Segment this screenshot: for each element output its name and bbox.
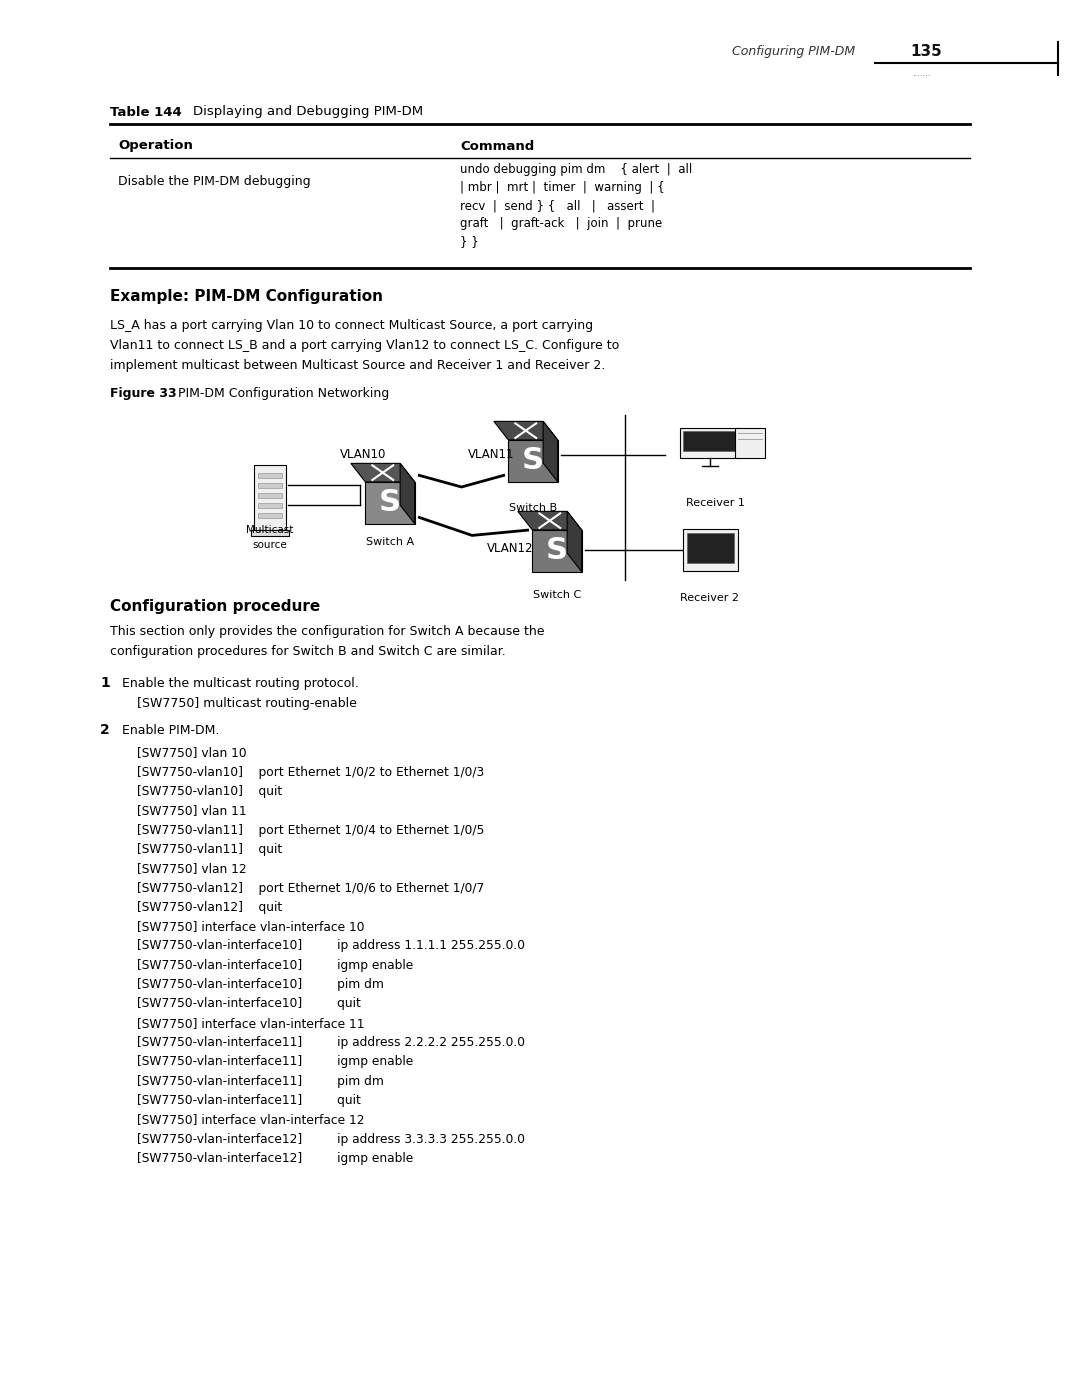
Text: [SW7750-vlan-interface10]         igmp enable: [SW7750-vlan-interface10] igmp enable	[137, 958, 414, 972]
Text: [SW7750] multicast routing-enable: [SW7750] multicast routing-enable	[137, 697, 356, 711]
Text: } }: } }	[460, 236, 478, 249]
Text: [SW7750-vlan11]    port Ethernet 1/0/4 to Ethernet 1/0/5: [SW7750-vlan11] port Ethernet 1/0/4 to E…	[137, 824, 484, 837]
Text: 1: 1	[100, 676, 110, 690]
Text: Configuring PIM-DM: Configuring PIM-DM	[732, 46, 855, 59]
Text: Displaying and Debugging PIM-DM: Displaying and Debugging PIM-DM	[193, 106, 423, 119]
Text: S: S	[545, 536, 568, 566]
Text: [SW7750-vlan-interface11]         pim dm: [SW7750-vlan-interface11] pim dm	[137, 1074, 383, 1088]
Text: configuration procedures for Switch B and Switch C are similar.: configuration procedures for Switch B an…	[110, 645, 505, 658]
FancyBboxPatch shape	[365, 482, 415, 524]
FancyBboxPatch shape	[735, 427, 766, 458]
Text: Receiver 1: Receiver 1	[686, 497, 744, 509]
FancyBboxPatch shape	[258, 482, 282, 488]
FancyBboxPatch shape	[258, 513, 282, 517]
Text: Enable the multicast routing protocol.: Enable the multicast routing protocol.	[122, 676, 359, 690]
FancyBboxPatch shape	[254, 464, 286, 529]
Text: [SW7750] interface vlan-interface 12: [SW7750] interface vlan-interface 12	[137, 1113, 365, 1126]
FancyBboxPatch shape	[683, 529, 738, 571]
Polygon shape	[351, 464, 415, 482]
FancyBboxPatch shape	[258, 493, 282, 497]
Text: 2: 2	[100, 724, 110, 738]
FancyBboxPatch shape	[680, 427, 740, 458]
Text: recv  |  send } {   all   |   assert  |: recv | send } { all | assert |	[460, 200, 654, 212]
Polygon shape	[494, 422, 557, 440]
Text: S: S	[522, 446, 544, 475]
Text: Multicast: Multicast	[246, 525, 294, 535]
Text: Vlan11 to connect LS_B and a port carrying Vlan12 to connect LS_C. Configure to: Vlan11 to connect LS_B and a port carryi…	[110, 338, 619, 352]
Polygon shape	[567, 511, 582, 571]
Text: S: S	[379, 489, 401, 517]
Text: [SW7750-vlan11]    quit: [SW7750-vlan11] quit	[137, 842, 282, 856]
Text: [SW7750] interface vlan-interface 11: [SW7750] interface vlan-interface 11	[137, 1017, 365, 1030]
Text: Table 144: Table 144	[110, 106, 181, 119]
FancyBboxPatch shape	[258, 472, 282, 478]
Polygon shape	[517, 511, 582, 529]
Text: Command: Command	[460, 140, 535, 152]
Text: [SW7750-vlan12]    quit: [SW7750-vlan12] quit	[137, 901, 282, 914]
Text: Disable the PIM-DM debugging: Disable the PIM-DM debugging	[118, 176, 311, 189]
Text: Example: PIM-DM Configuration: Example: PIM-DM Configuration	[110, 289, 383, 305]
Text: LS_A has a port carrying Vlan 10 to connect Multicast Source, a port carrying: LS_A has a port carrying Vlan 10 to conn…	[110, 319, 593, 331]
FancyBboxPatch shape	[258, 503, 282, 507]
Text: [SW7750-vlan-interface10]         quit: [SW7750-vlan-interface10] quit	[137, 997, 361, 1010]
Text: [SW7750-vlan10]    port Ethernet 1/0/2 to Ethernet 1/0/3: [SW7750-vlan10] port Ethernet 1/0/2 to E…	[137, 766, 484, 778]
Text: [SW7750-vlan-interface11]         quit: [SW7750-vlan-interface11] quit	[137, 1094, 361, 1106]
Text: Switch A: Switch A	[366, 536, 414, 548]
Polygon shape	[401, 464, 415, 524]
Text: VLAN12: VLAN12	[487, 542, 534, 556]
Text: [SW7750-vlan-interface10]         ip address 1.1.1.1 255.255.0.0: [SW7750-vlan-interface10] ip address 1.1…	[137, 940, 525, 953]
Text: Switch B: Switch B	[509, 503, 557, 513]
Text: [SW7750-vlan-interface10]         pim dm: [SW7750-vlan-interface10] pim dm	[137, 978, 383, 990]
Text: Configuration procedure: Configuration procedure	[110, 599, 321, 615]
FancyBboxPatch shape	[532, 529, 582, 571]
Text: [SW7750-vlan-interface11]         ip address 2.2.2.2 255.255.0.0: [SW7750-vlan-interface11] ip address 2.2…	[137, 1037, 525, 1049]
Text: [SW7750-vlan-interface12]         igmp enable: [SW7750-vlan-interface12] igmp enable	[137, 1151, 414, 1165]
Text: | mbr |  mrt |  timer  |  warning  | {: | mbr | mrt | timer | warning | {	[460, 182, 664, 194]
Text: 135: 135	[910, 45, 942, 60]
Text: .......: .......	[912, 70, 930, 78]
Text: undo debugging pim dm    { alert  |  all: undo debugging pim dm { alert | all	[460, 163, 692, 176]
FancyBboxPatch shape	[687, 534, 733, 563]
FancyBboxPatch shape	[683, 430, 737, 451]
Text: This section only provides the configuration for Switch A because the: This section only provides the configura…	[110, 626, 544, 638]
Text: Enable PIM-DM.: Enable PIM-DM.	[122, 724, 219, 736]
Text: Operation: Operation	[118, 140, 193, 152]
Text: Receiver 2: Receiver 2	[680, 592, 740, 604]
Text: implement multicast between Multicast Source and Receiver 1 and Receiver 2.: implement multicast between Multicast So…	[110, 359, 605, 372]
Text: [SW7750] vlan 11: [SW7750] vlan 11	[137, 805, 246, 817]
Text: source: source	[253, 541, 287, 550]
Text: graft   |  graft-ack   |  join  |  prune: graft | graft-ack | join | prune	[460, 218, 662, 231]
Text: [SW7750-vlan-interface11]         igmp enable: [SW7750-vlan-interface11] igmp enable	[137, 1055, 414, 1069]
Text: Switch C: Switch C	[532, 590, 581, 599]
Text: [SW7750] interface vlan-interface 10: [SW7750] interface vlan-interface 10	[137, 921, 365, 933]
Text: [SW7750] vlan 10: [SW7750] vlan 10	[137, 746, 246, 760]
Text: VLAN11: VLAN11	[468, 448, 514, 461]
FancyBboxPatch shape	[509, 440, 557, 482]
Text: [SW7750-vlan-interface12]         ip address 3.3.3.3 255.255.0.0: [SW7750-vlan-interface12] ip address 3.3…	[137, 1133, 525, 1146]
Text: [SW7750] vlan 12: [SW7750] vlan 12	[137, 862, 246, 876]
Text: [SW7750-vlan12]    port Ethernet 1/0/6 to Ethernet 1/0/7: [SW7750-vlan12] port Ethernet 1/0/6 to E…	[137, 882, 484, 894]
Text: Figure 33: Figure 33	[110, 387, 177, 400]
Polygon shape	[543, 422, 557, 482]
Text: VLAN10: VLAN10	[340, 448, 387, 461]
Text: PIM-DM Configuration Networking: PIM-DM Configuration Networking	[178, 387, 389, 400]
Text: [SW7750-vlan10]    quit: [SW7750-vlan10] quit	[137, 785, 282, 798]
FancyBboxPatch shape	[251, 529, 289, 535]
